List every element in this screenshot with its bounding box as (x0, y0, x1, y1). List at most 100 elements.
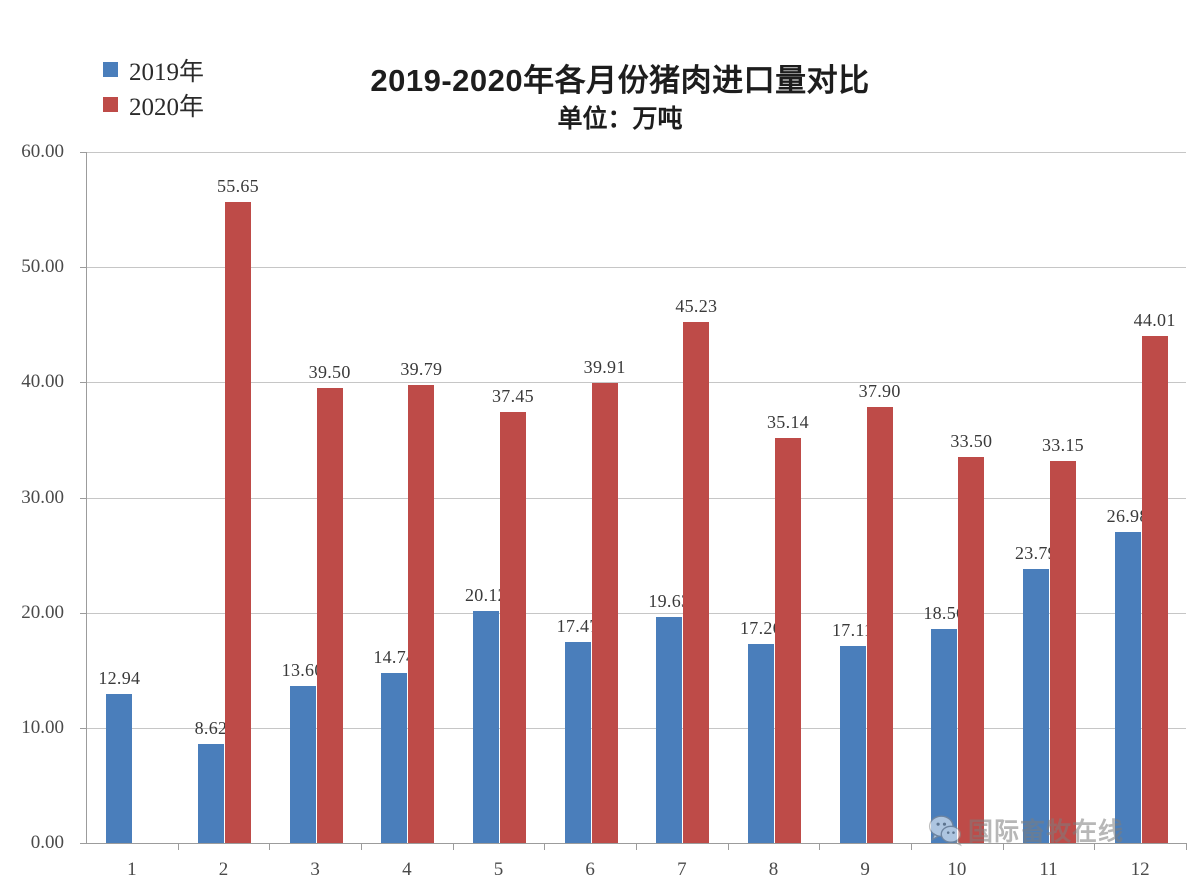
bar-group-month-9: 17.11 37.90 (820, 152, 912, 843)
bar-2020年-month-11[interactable] (1049, 461, 1076, 843)
bar-value-label: 19.63 (648, 590, 691, 611)
bar-2020年-month-8[interactable] (774, 438, 801, 843)
x-axis-tick (819, 843, 821, 850)
bar-group-month-6: 17.47 39.91 (545, 152, 637, 843)
gridline (87, 382, 1186, 384)
legend-swatch-2020 (103, 97, 118, 112)
x-axis-label-month-10: 10 (947, 859, 967, 880)
bar-group-month-5: 20.12 37.45 (454, 152, 546, 843)
x-axis: 1 2 3 4 5 6 7 8 9 10 11 12 (86, 843, 1187, 887)
y-axis-tick (80, 727, 87, 729)
bar-group-month-7: 19.63 45.23 (637, 152, 729, 843)
x-axis-label-month-6: 6 (585, 859, 595, 880)
bar-2019年-month-8[interactable] (747, 644, 774, 843)
bar-value-label: 33.15 (1041, 435, 1084, 456)
bar-group-month-8: 17.26 35.14 (729, 152, 821, 843)
bar-2020年-month-2[interactable] (224, 202, 251, 843)
bar-value-label: 17.47 (556, 615, 599, 636)
x-axis-tick (911, 843, 912, 850)
bar-value-label: 35.14 (766, 412, 809, 433)
bar-value-label: 45.23 (675, 296, 718, 317)
bar-2019年-month-4[interactable] (381, 673, 408, 843)
y-axis-label: 10.00 (21, 716, 64, 738)
y-axis-tick (80, 497, 87, 499)
bar-value-label: 13.60 (281, 660, 324, 681)
gridline (87, 497, 1186, 499)
y-axis-tick (80, 267, 87, 269)
chart-subtitle-units: 单位：万吨 (557, 105, 683, 133)
y-axis-tick (80, 152, 87, 153)
x-axis-label-month-12: 12 (1130, 859, 1150, 880)
bar-value-label: 18.56 (923, 603, 966, 624)
bars-layer: 12.94 8.62 55.65 13.60 39.50 14.74 39.79 20.12 3… (87, 152, 1186, 843)
x-axis-label-month-8: 8 (768, 859, 779, 880)
plot-area: 0.00 10.00 20.00 30.00 40.00 50.00 60.00 12.94… (21, 141, 1186, 853)
x-axis-label-month-7: 7 (677, 859, 687, 880)
bar-value-label: 37.45 (491, 385, 534, 406)
bar-2019年-month-12[interactable] (1114, 532, 1141, 843)
x-axis-label-month-11: 11 (1039, 859, 1058, 880)
bar-value-label: 33.50 (950, 431, 993, 452)
chart-legend: 2019年 2020年 (103, 52, 313, 122)
bar-group-month-2: 8.62 55.65 (179, 152, 271, 843)
y-axis-tick (80, 382, 87, 384)
bar-value-label: 17.11 (831, 619, 874, 640)
x-axis-tick (544, 843, 546, 850)
x-axis-tick (636, 843, 637, 850)
bar-group-month-12: 26.98 44.01 (1095, 152, 1187, 843)
bar-2019年-month-1[interactable] (106, 693, 133, 843)
bar-2019年-month-11[interactable] (1022, 569, 1049, 843)
bar-value-label: 23.79 (1014, 543, 1057, 564)
gridline (87, 612, 1186, 614)
bar-2019年-month-10[interactable] (931, 629, 958, 843)
y-axis-label: 60.00 (21, 141, 64, 162)
bar-2020年-month-4[interactable] (408, 384, 435, 843)
bar-2019年-month-5[interactable] (472, 611, 499, 843)
x-axis-tick (1094, 843, 1096, 850)
bar-value-label: 39.50 (308, 362, 351, 383)
bar-group-month-3: 13.60 39.50 (270, 152, 362, 843)
x-axis-tick (177, 843, 179, 850)
bar-value-label: 12.94 (98, 667, 141, 688)
bar-2020年-month-5[interactable] (499, 411, 526, 843)
bar-value-label: 39.79 (400, 358, 443, 379)
gridlines-layer: 0.00 10.00 20.00 30.00 40.00 50.00 60.00 (21, 141, 1186, 853)
legend-swatch-2019 (103, 62, 118, 77)
x-axis-label-month-1: 1 (127, 859, 137, 880)
bar-2020年-month-7[interactable] (683, 322, 710, 843)
bar-2020年-month-12[interactable] (1141, 336, 1168, 843)
bar-group-month-11: 23.79 33.15 (1004, 152, 1096, 843)
bar-value-label: 17.26 (739, 618, 782, 639)
legend-label-2019: 2019年 (129, 58, 205, 86)
x-axis-tick (361, 843, 362, 850)
bar-group-month-4: 14.74 39.79 (362, 152, 454, 843)
x-axis-tick (1186, 843, 1187, 850)
x-axis-tick (1002, 843, 1004, 850)
bar-value-label: 26.98 (1106, 506, 1149, 527)
bar-2019年-month-9[interactable] (839, 645, 866, 843)
legend-item-2020: 2020年 (103, 87, 313, 122)
x-axis-label-month-5: 5 (493, 859, 504, 880)
bar-value-label: 8.62 (194, 717, 228, 738)
bar-2019年-month-7[interactable] (656, 616, 683, 843)
legend-label-2020: 2020年 (129, 93, 205, 121)
x-axis-tick (727, 843, 729, 850)
bar-2019年-month-2[interactable] (197, 743, 224, 843)
bar-2020年-month-10[interactable] (958, 457, 985, 843)
bar-2020年-month-9[interactable] (866, 406, 893, 843)
y-axis-label: 30.00 (21, 486, 64, 508)
gridline (87, 152, 1186, 153)
bar-value-label: 14.74 (373, 647, 416, 668)
bar-value-label: 44.01 (1133, 310, 1176, 331)
bar-2020年-month-6[interactable] (591, 383, 618, 843)
bar-2019年-month-3[interactable] (289, 686, 316, 843)
bar-2020年-month-3[interactable] (316, 388, 343, 843)
legend-item-2019: 2019年 (103, 52, 313, 87)
y-axis-label: 0.00 (30, 832, 64, 853)
bar-value-label: 37.90 (858, 380, 901, 401)
gridline (87, 267, 1186, 269)
bar-value-label: 20.12 (464, 585, 507, 606)
bar-2019年-month-6[interactable] (564, 641, 591, 843)
bar-group-month-1: 12.94 (87, 152, 179, 843)
x-axis-label-month-3: 3 (310, 859, 320, 880)
